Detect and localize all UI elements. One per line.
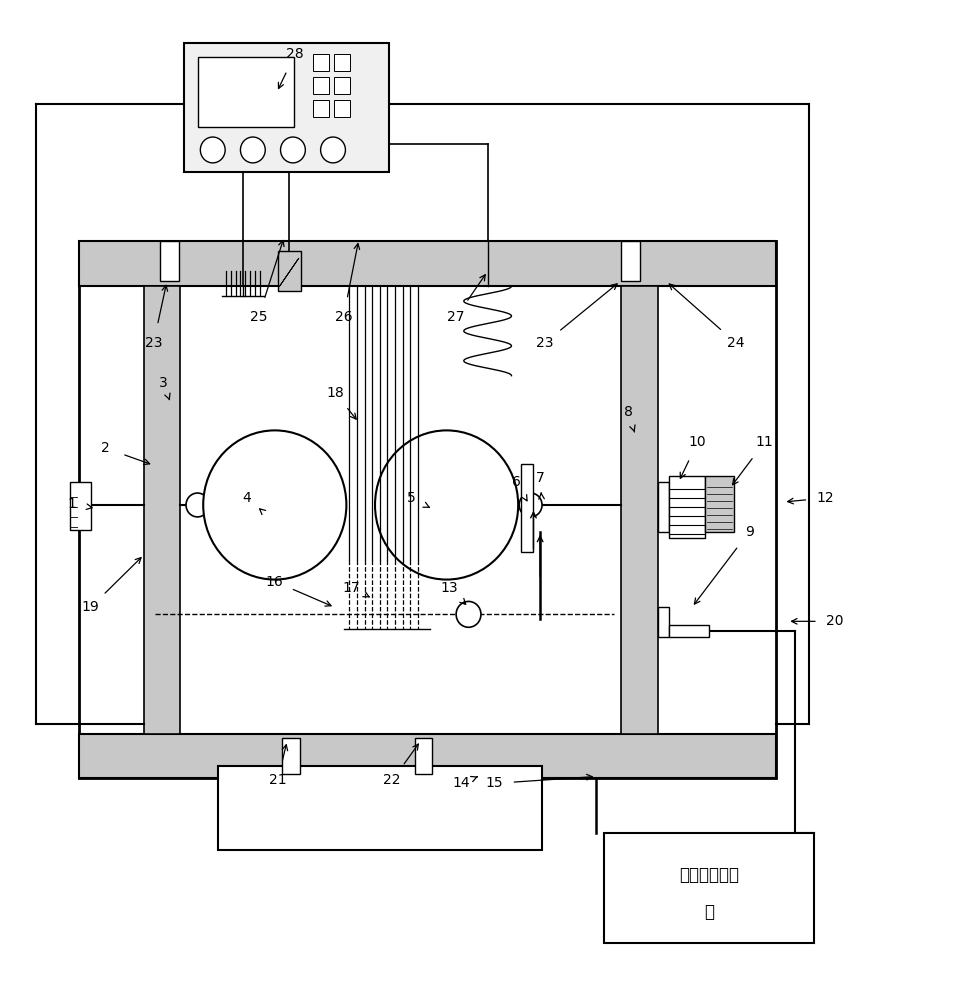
Bar (521, 464, 534, 552)
Text: 9: 9 (745, 525, 754, 539)
Bar (79, 241, 776, 778)
Text: 4: 4 (243, 491, 252, 505)
Circle shape (456, 601, 481, 627)
Text: 19: 19 (82, 600, 100, 614)
Bar (277, 251, 300, 291)
Text: 3: 3 (158, 376, 167, 390)
Text: 高频激光发生: 高频激光发生 (679, 866, 739, 884)
Bar (669, 625, 709, 637)
Text: 16: 16 (266, 575, 283, 589)
Text: 17: 17 (343, 581, 360, 595)
Bar (313, 100, 329, 117)
Text: 8: 8 (623, 405, 633, 419)
Bar (334, 54, 350, 71)
Bar (313, 54, 329, 71)
Bar (658, 482, 669, 532)
Bar (415, 738, 432, 774)
Text: 28: 28 (286, 47, 303, 61)
Text: 2: 2 (102, 441, 110, 455)
Bar (282, 738, 300, 774)
Bar (144, 286, 180, 734)
Text: 27: 27 (447, 310, 465, 324)
Text: 20: 20 (827, 614, 844, 628)
Bar (199, 57, 294, 127)
Bar (621, 241, 640, 281)
Text: 11: 11 (756, 435, 774, 449)
Text: 14: 14 (452, 776, 469, 790)
Bar (658, 607, 669, 637)
Bar (334, 77, 350, 94)
Text: 10: 10 (689, 435, 707, 449)
Text: 15: 15 (486, 776, 503, 790)
Text: 7: 7 (536, 471, 544, 485)
Circle shape (240, 137, 265, 163)
Text: 6: 6 (512, 475, 520, 489)
Circle shape (204, 430, 347, 580)
Circle shape (280, 137, 305, 163)
Circle shape (375, 430, 518, 580)
Text: 12: 12 (817, 491, 834, 505)
Bar (218, 766, 542, 850)
Bar (706, 476, 733, 532)
Bar (160, 241, 180, 281)
Bar (79, 241, 776, 286)
Bar (184, 43, 390, 172)
Bar (313, 77, 329, 94)
Circle shape (186, 493, 209, 517)
Text: 13: 13 (441, 581, 458, 595)
Bar (79, 734, 776, 778)
Text: 21: 21 (269, 773, 286, 787)
Circle shape (201, 137, 226, 163)
Text: 1: 1 (67, 497, 76, 511)
Text: 18: 18 (326, 386, 344, 400)
Text: 26: 26 (335, 310, 352, 324)
Circle shape (519, 493, 542, 517)
Bar (669, 476, 706, 538)
Bar (621, 286, 658, 734)
Bar (334, 100, 350, 117)
Text: 器: 器 (704, 903, 714, 921)
Text: 5: 5 (407, 491, 416, 505)
Text: 24: 24 (727, 336, 745, 350)
Bar (604, 833, 814, 943)
Text: 22: 22 (383, 773, 401, 787)
Text: 23: 23 (536, 336, 554, 350)
Circle shape (321, 137, 346, 163)
Bar (69, 482, 90, 530)
Text: 23: 23 (145, 336, 162, 350)
Text: 25: 25 (250, 310, 267, 324)
